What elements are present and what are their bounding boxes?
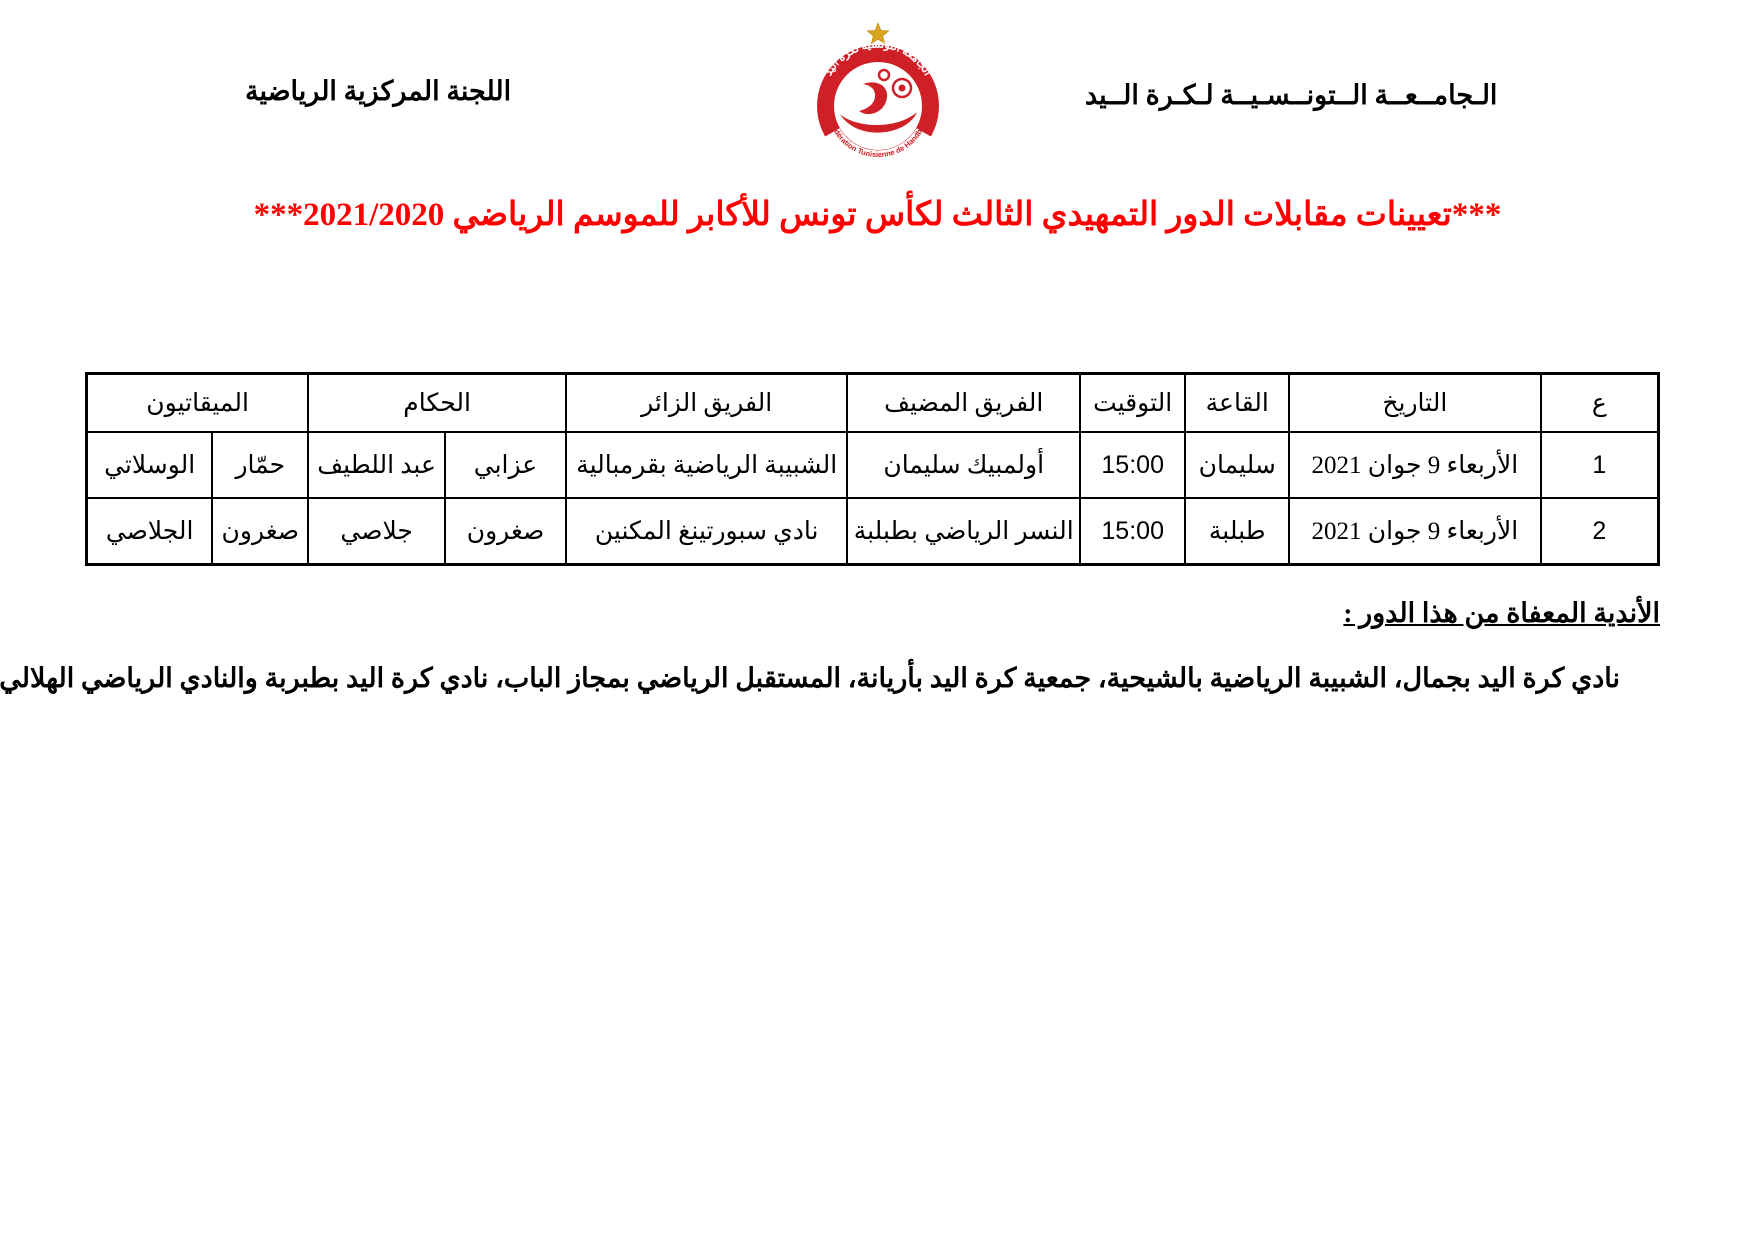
cell-time: 15:00	[1079, 431, 1187, 499]
table-header-row: ع التاريخ القاعة التوقيت الفريق المضيف ا…	[85, 372, 1660, 433]
col-header-date: التاريخ	[1288, 372, 1542, 433]
col-header-referees: الحكام	[307, 372, 567, 433]
cell-date: الأربعاء 9 جوان 2021	[1288, 497, 1542, 566]
col-header-number: ع	[1539, 372, 1660, 433]
col-header-hall: القاعة	[1184, 372, 1291, 433]
exempt-clubs-list: نادي كرة اليد بجمال، الشبيبة الرياضية با…	[0, 663, 1620, 693]
exempt-clubs-heading: الأندية المعفاة من هذا الدور :	[1343, 598, 1660, 628]
match-row-2: 2 الأربعاء 9 جوان 2021 طبلبة 15:00 النسر…	[85, 497, 1660, 566]
match-row-1: 1 الأربعاء 9 جوان 2021 سليمان 15:00 أولم…	[85, 431, 1660, 499]
cell-visitor-team: نادي سبورتينغ المكنين	[564, 497, 849, 566]
cell-timekeeper-1: صغرون	[211, 497, 310, 566]
cell-host-team: أولمبيك سليمان	[846, 431, 1082, 499]
cell-date: الأربعاء 9 جوان 2021	[1288, 431, 1542, 499]
cell-time: 15:00	[1079, 497, 1187, 566]
col-header-timekeepers: الميقاتيون	[85, 372, 310, 433]
col-header-visitor-team: الفريق الزائر	[564, 372, 849, 433]
page-title: ***تعيينات مقابلات الدور التمهيدي الثالث…	[253, 197, 1502, 233]
federation-logo-svg: الجامعة التونسية لكرة اليد Fédération Tu…	[791, 15, 939, 168]
cell-hall: سليمان	[1184, 431, 1291, 499]
cell-referee-1: صغرون	[443, 497, 568, 566]
cell-host-team: النسر الرياضي بطبلبة	[846, 497, 1082, 566]
col-header-time: التوقيت	[1079, 372, 1187, 433]
cell-number: 1	[1539, 431, 1660, 499]
cell-number: 2	[1539, 497, 1660, 566]
cell-referee-2: جلاصي	[307, 497, 446, 566]
cell-referee-2: عبد اللطيف	[307, 431, 446, 499]
logo-bottom-band	[824, 127, 932, 168]
handball-player-icon	[840, 68, 917, 133]
cell-timekeeper-1: حمّار	[211, 431, 310, 499]
col-header-host-team: الفريق المضيف	[846, 372, 1082, 433]
cell-timekeeper-2: الجلاصي	[85, 497, 214, 566]
cell-visitor-team: الشبيبة الرياضية بقرمبالية	[564, 431, 849, 499]
matches-table: ع التاريخ القاعة التوقيت الفريق المضيف ا…	[85, 372, 1660, 566]
cell-referee-1: عزابي	[443, 431, 568, 499]
cell-hall: طبلبة	[1184, 497, 1291, 566]
cell-timekeeper-2: الوسلاتي	[85, 431, 214, 499]
federation-logo: الجامعة التونسية لكرة اليد Fédération Tu…	[791, 15, 963, 172]
star-icon	[866, 22, 890, 45]
central-committee-label: اللجنة المركزية الرياضية	[245, 76, 512, 106]
federation-name-label: الـجامــعــة الــتونــسـيــة لـكـرة الــ…	[1085, 80, 1498, 110]
matches-table-wrapper: ع التاريخ القاعة التوقيت الفريق المضيف ا…	[85, 372, 1660, 566]
